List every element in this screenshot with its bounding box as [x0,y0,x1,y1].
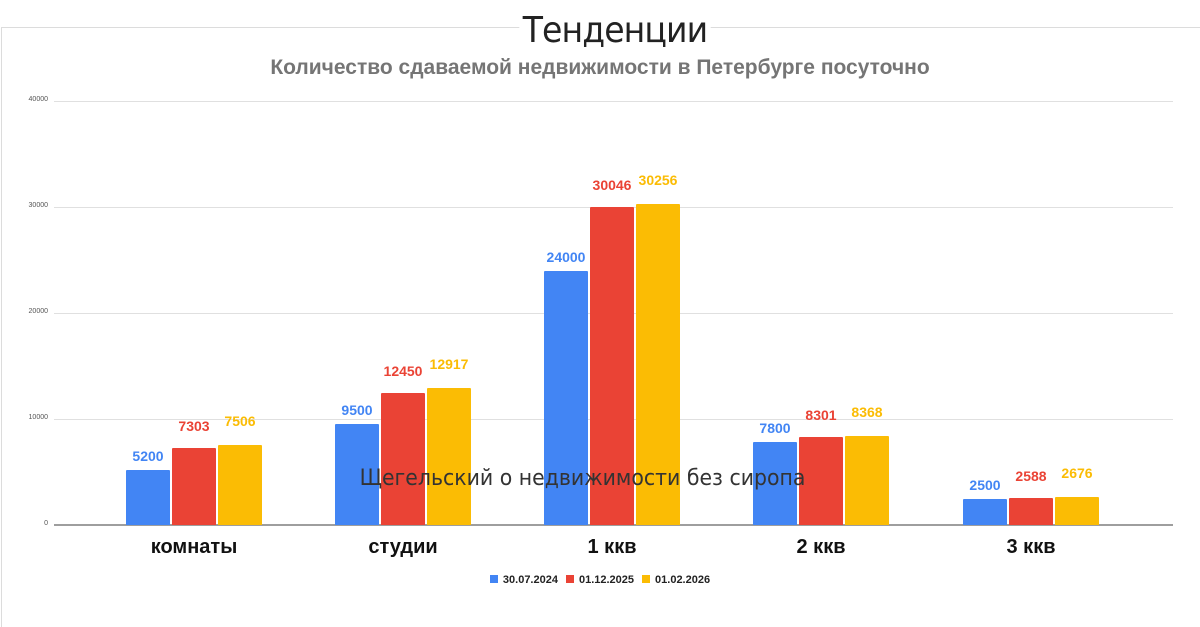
data-label: 2676 [1061,464,1093,481]
x-axis-category-label: комнаты [150,536,238,558]
bar[interactable] [544,270,588,525]
bar[interactable] [1009,497,1053,525]
legend-item[interactable]: 01.02.2026 [642,574,710,586]
x-axis-category-label: студии [368,536,438,558]
data-label: 9500 [341,402,373,419]
page-title-text: Тенденции [519,10,711,51]
bar[interactable] [381,393,425,525]
x-axis-category-label: 2 ккв [796,536,846,558]
gridline [54,101,1173,102]
bar[interactable] [126,469,170,525]
data-label: 5200 [132,447,164,464]
bar[interactable] [427,388,471,525]
data-label: 7303 [178,417,210,434]
bar[interactable] [636,204,680,525]
bar[interactable] [218,445,262,525]
data-label: 12450 [383,363,423,380]
legend-label: 01.12.2025 [578,574,635,586]
bar[interactable] [799,437,843,525]
bar[interactable] [1055,496,1099,525]
data-label: 2500 [969,476,1001,493]
legend-item[interactable]: 30.07.2024 [489,574,558,586]
y-axis-tick-label: 10000 [28,414,48,421]
bar[interactable] [590,206,634,525]
y-axis-tick-label: 0 [44,520,48,527]
legend-item[interactable]: 01.12.2025 [565,574,635,586]
data-label: 24000 [546,248,586,265]
x-axis-category-label: 3 ккв [1006,536,1056,558]
x-axis-category-label: 1 ккв [587,536,637,558]
legend-swatch-icon [642,575,651,583]
legend-label: 01.02.2026 [655,574,711,586]
bar[interactable] [335,424,379,525]
bar[interactable] [753,442,797,525]
data-label: 7506 [224,413,256,430]
data-label: 30256 [638,172,678,189]
watermark-text: Щегельский о недвижимости без сиропа [359,466,806,491]
data-label: 8368 [851,404,883,421]
legend-swatch-icon [565,575,574,583]
gridline [54,524,1173,526]
data-label: 12917 [429,356,469,373]
legend-swatch-icon [489,575,498,583]
y-axis-tick-label: 30000 [28,202,48,209]
page-title: Тенденции [49,10,1181,51]
bar[interactable] [845,436,889,525]
chart-subtitle: Количество сдаваемой недвижимости в Пете… [270,56,930,79]
data-label: 7800 [759,420,791,437]
y-axis-tick-label: 40000 [28,96,48,103]
bar[interactable] [172,447,216,525]
chart-legend: 30.07.2024 01.12.2025 01.02.2026 [0,574,1200,586]
data-label: 30046 [592,176,632,193]
data-label: 8301 [805,407,837,423]
legend-label: 30.07.2024 [502,574,558,586]
bar[interactable] [963,498,1007,525]
y-axis-tick-label: 20000 [28,308,48,315]
data-label: 2588 [1015,467,1047,484]
